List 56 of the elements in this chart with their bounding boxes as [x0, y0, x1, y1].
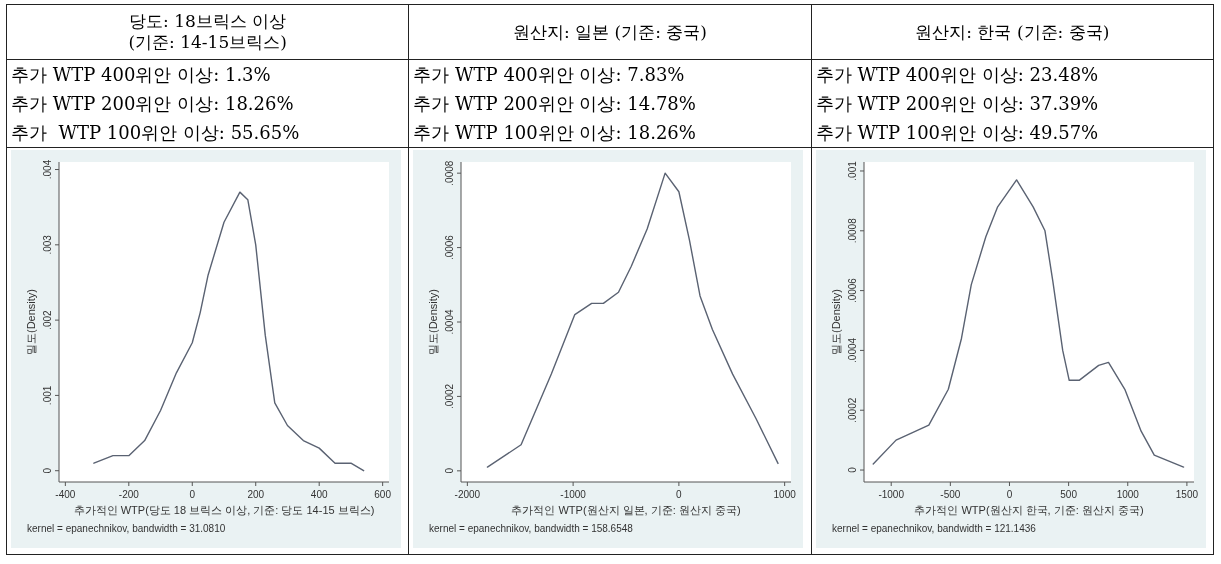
- text: 추가 WTP 400위안 이상: 23.48%: [815, 63, 1100, 87]
- line-series: [872, 179, 1184, 468]
- text: 추가 WTP 200위안 이상: 14.78%: [413, 92, 697, 116]
- x-tick-label: 0: [676, 489, 683, 500]
- y-tick-label: .0004: [846, 337, 858, 363]
- text: 추가 WTP 100위안 이상: 18.26%: [413, 121, 697, 145]
- x-tick-label: -1000: [878, 489, 905, 500]
- y-tick-label: .0002: [846, 397, 858, 423]
- y-tick-label: .0004: [444, 309, 456, 335]
- x-tick-label: 600: [374, 489, 392, 500]
- y-axis-title: 밀도(Density): [25, 288, 37, 356]
- y-tick-label: .001: [846, 160, 858, 181]
- y-tick-label: .0008: [444, 160, 456, 186]
- chart-title: 원산지: 일본 (기준: 중국): [408, 4, 812, 60]
- chart-title: 당도: 18브릭스 이상 (기준: 14-15브릭스): [6, 4, 409, 60]
- text: kernel = epanechnikov, bandwidth = 31.0810: [27, 523, 226, 534]
- x-tick-label: 200: [247, 489, 265, 500]
- text: 추가 WTP 400위안 이상: 7.83%: [413, 63, 686, 87]
- x-tick-label: -2000: [454, 489, 481, 500]
- text: 추가 WTP 200위안 이상: 18.26%: [11, 92, 295, 116]
- y-tick-label: .001: [42, 385, 53, 406]
- x-tick-label: -500: [939, 489, 961, 500]
- line-series: [93, 191, 365, 472]
- x-axis-title: 추가적인 WTP(원산지 일본, 기준: 원산지 중국): [511, 504, 741, 516]
- y-axis-title: 밀도(Density): [427, 288, 440, 356]
- text: kernel = epanechnikov, bandwidth = 121.1436: [831, 523, 1036, 534]
- x-tick-label: 500: [1059, 489, 1078, 500]
- y-tick-label: .003: [42, 234, 53, 255]
- y-tick-label: 0: [846, 466, 858, 473]
- y-tick-label: .0006: [846, 277, 858, 304]
- text: 추가 WTP 400위안 이상: 1.3%: [11, 63, 272, 87]
- x-tick-label: 400: [310, 489, 328, 500]
- y-tick-label: .0002: [444, 383, 456, 409]
- y-tick-label: 0: [42, 467, 53, 474]
- y-tick-label: .0006: [444, 234, 456, 261]
- text: 추가 WTP 100위안 이상: 55.65%: [11, 121, 301, 145]
- text: 추가 WTP 100위안 이상: 49.57%: [815, 121, 1100, 145]
- x-axis-title: 추가적인 WTP(당도 18 브릭스 이상, 기준: 당도 14-15 브릭스): [73, 504, 375, 516]
- y-tick-label: 0: [444, 467, 456, 474]
- x-axis-title: 추가적인 WTP(원산지 한국, 기준: 원산지 중국): [914, 504, 1144, 516]
- x-tick-label: 1500: [1175, 489, 1199, 500]
- y-tick-label: .004: [42, 159, 53, 180]
- x-tick-label: 0: [1006, 489, 1013, 500]
- x-tick-label: 1000: [773, 489, 797, 500]
- x-tick-label: 0: [189, 489, 196, 500]
- chart-title: 원산지: 한국 (기준: 중국): [811, 4, 1214, 60]
- x-tick-label: 1000: [1116, 489, 1139, 500]
- text: 추가 WTP 200위안 이상: 37.39%: [815, 92, 1100, 116]
- x-tick-label: -400: [55, 489, 76, 500]
- y-tick-label: .0008: [846, 217, 858, 244]
- x-tick-label: -200: [118, 489, 140, 500]
- text: kernel = epanechnikov, bandwidth = 158.6548: [429, 523, 634, 534]
- line-series: [487, 172, 780, 468]
- x-tick-label: -1000: [560, 489, 587, 500]
- y-tick-label: .002: [42, 309, 53, 330]
- y-axis-title: 밀도(Density): [829, 288, 842, 356]
